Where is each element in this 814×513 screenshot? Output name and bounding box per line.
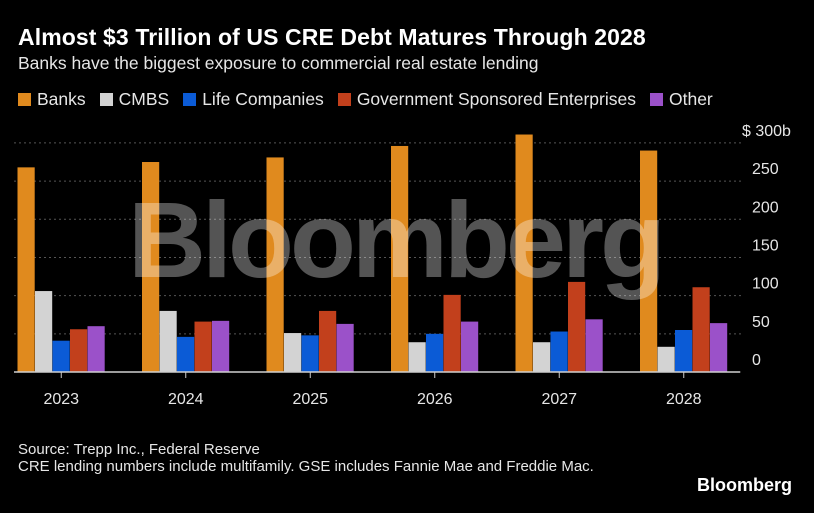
bar-government-sponsored-enterprises-2028: [692, 287, 710, 372]
legend-entry: Life Companies: [183, 89, 324, 110]
bar-government-sponsored-enterprises-2027: [568, 281, 586, 372]
bar-life-companies-2023: [52, 340, 70, 372]
gridlines: [14, 142, 744, 373]
y-tick-label: 50: [752, 314, 770, 331]
y-tick-label: 200: [752, 199, 779, 216]
legend-entry: Other: [649, 89, 713, 110]
bar-banks-2027: [515, 134, 533, 372]
bar-cmbs-2024: [159, 310, 177, 372]
y-tick-label: 250: [752, 161, 779, 178]
bar-other-2028: [710, 323, 728, 372]
source-note: Source: Trepp Inc., Federal Reserve: [18, 441, 260, 458]
bar-cmbs-2028: [657, 346, 675, 372]
legend-swatch: [99, 93, 113, 106]
chart-title: Almost $3 Trillion of US CRE Debt Mature…: [18, 24, 646, 50]
legend-swatch: [337, 93, 351, 106]
legend-entry: Banks: [18, 89, 86, 110]
bar-banks-2028: [640, 150, 658, 372]
bar-banks-2024: [142, 162, 160, 372]
bar-life-companies-2027: [550, 331, 568, 372]
bar-government-sponsored-enterprises-2023: [70, 329, 88, 372]
x-tick-label: 2026: [417, 391, 453, 408]
bar-cmbs-2023: [35, 291, 53, 372]
watermark: Bloomberg: [128, 179, 666, 300]
bar-life-companies-2026: [426, 333, 444, 372]
bar-government-sponsored-enterprises-2026: [443, 294, 461, 372]
bar-banks-2023: [17, 167, 35, 372]
bar-other-2026: [461, 321, 479, 372]
bar-cmbs-2026: [408, 342, 426, 372]
bloomberg-logo: Bloomberg: [696, 475, 792, 495]
bar-other-2025: [336, 323, 354, 372]
legend-entry: Government Sponsored Enterprises: [337, 89, 636, 110]
bar-banks-2025: [266, 157, 284, 372]
legend-label: Other: [668, 89, 713, 109]
bar-government-sponsored-enterprises-2024: [194, 321, 212, 372]
footnote: CRE lending numbers include multifamily.…: [18, 458, 594, 475]
y-tick-label: 100: [752, 276, 779, 293]
axes: 0 50 100 150 200 250 $ 300b 2023 2024 2025 2026 202…: [14, 123, 791, 408]
bar-government-sponsored-enterprises-2025: [319, 310, 337, 372]
legend-swatch: [18, 93, 31, 106]
bar-other-2023: [87, 326, 105, 372]
bar-life-companies-2028: [675, 330, 693, 372]
chart-subtitle: Banks have the biggest exposure to comme…: [18, 53, 539, 73]
legend-label: Life Companies: [202, 89, 324, 109]
bar-life-companies-2025: [301, 335, 319, 372]
footer-notes: Source: Trepp Inc., Federal Reserve CRE …: [18, 441, 698, 475]
bar-life-companies-2024: [177, 336, 195, 372]
bar-chart: Bloomberg 0 50 100 150 200 250 $ 300b 2023 2024 2…: [14, 123, 791, 408]
bar-other-2027: [585, 319, 603, 372]
legend-label: Banks: [37, 89, 86, 109]
bloomberg-watermark: Bloomberg: [128, 179, 662, 300]
legend-swatch: [183, 93, 197, 106]
y-tick-label: 0: [752, 352, 761, 369]
bar-cmbs-2027: [533, 342, 551, 372]
bar-other-2024: [212, 320, 230, 372]
legend: Banks CMBS Life Companies Government Sponso…: [18, 89, 713, 110]
x-tick-label: 2025: [292, 391, 328, 408]
y-tick-label: 150: [752, 237, 779, 254]
bars: [17, 134, 728, 372]
x-tick-label: 2028: [666, 391, 702, 408]
x-tick-label: 2023: [43, 391, 79, 408]
bar-cmbs-2025: [284, 333, 302, 372]
x-tick-label: 2024: [168, 391, 204, 408]
legend-swatch: [649, 93, 663, 106]
legend-label: CMBS: [118, 89, 170, 109]
legend-entry: CMBS: [99, 89, 170, 110]
legend-label: Government Sponsored Enterprises: [356, 89, 636, 109]
bar-banks-2026: [391, 145, 409, 372]
y-axis-top-label: $ 300b: [742, 123, 791, 140]
x-tick-label: 2027: [541, 391, 577, 408]
